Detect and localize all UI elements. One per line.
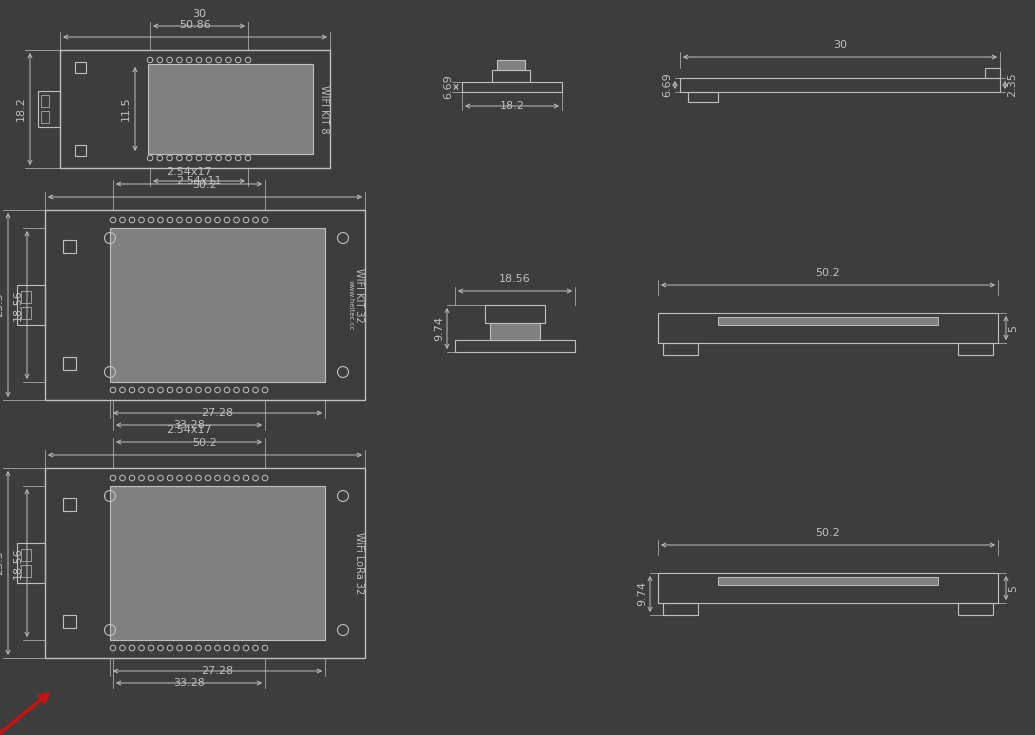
Bar (148, 64, 313, 154)
Bar (63, 357, 76, 370)
Bar (110, 228, 325, 382)
Bar (958, 603, 993, 615)
Text: 50.2: 50.2 (816, 268, 840, 278)
Bar (41, 111, 49, 123)
Bar (497, 60, 525, 70)
Bar (60, 50, 330, 168)
Bar (17, 543, 45, 583)
Text: 5: 5 (1008, 584, 1018, 592)
Bar (17, 285, 45, 325)
Text: 18.56: 18.56 (13, 547, 23, 579)
Bar (985, 68, 1000, 78)
Bar (75, 145, 86, 156)
Bar (718, 317, 938, 325)
Text: 2.54x11: 2.54x11 (176, 176, 221, 186)
Bar (485, 305, 545, 323)
Text: 33.28: 33.28 (173, 420, 205, 430)
Text: 18.56: 18.56 (13, 289, 23, 321)
Text: WIFI KIT 32: WIFI KIT 32 (354, 268, 364, 323)
Text: www.heltec.cc: www.heltec.cc (348, 280, 354, 330)
Text: 5: 5 (1008, 324, 1018, 331)
Text: 30: 30 (193, 9, 206, 19)
Bar (41, 95, 49, 107)
Text: 50.2: 50.2 (816, 528, 840, 538)
Text: 18.56: 18.56 (499, 274, 531, 284)
Text: 18.2: 18.2 (16, 96, 26, 121)
Text: 25.5: 25.5 (0, 293, 4, 318)
Text: 25.5: 25.5 (0, 551, 4, 576)
Bar (63, 615, 76, 628)
Bar (658, 573, 998, 603)
Bar (958, 343, 993, 355)
Text: 2.54x17: 2.54x17 (167, 167, 212, 177)
Bar (21, 565, 31, 577)
Text: 50.2: 50.2 (193, 180, 217, 190)
Bar (462, 82, 562, 92)
Bar (455, 340, 575, 352)
Bar (21, 291, 31, 303)
Bar (680, 78, 1000, 92)
Text: 18.2: 18.2 (500, 101, 525, 111)
Text: 9.74: 9.74 (434, 316, 444, 341)
Bar (663, 343, 698, 355)
Text: 33.28: 33.28 (173, 678, 205, 688)
Bar (21, 549, 31, 561)
Text: 27.28: 27.28 (202, 666, 234, 676)
Bar (75, 62, 86, 73)
Text: 6.69: 6.69 (443, 75, 453, 99)
Text: 9.74: 9.74 (637, 581, 647, 606)
Text: 30: 30 (833, 40, 847, 50)
Text: 6.69: 6.69 (662, 73, 672, 97)
Bar (718, 577, 938, 585)
Text: 11.5: 11.5 (121, 97, 131, 121)
Text: WIFI KIT 8: WIFI KIT 8 (319, 85, 329, 133)
Bar (492, 70, 530, 82)
Bar (21, 307, 31, 319)
Text: WiFi LoRa 32: WiFi LoRa 32 (354, 532, 364, 594)
Bar (38, 91, 60, 127)
Bar (45, 210, 365, 400)
Text: 50.86: 50.86 (179, 20, 211, 30)
Text: 50.2: 50.2 (193, 438, 217, 448)
Text: 2.54x17: 2.54x17 (167, 425, 212, 435)
Bar (663, 603, 698, 615)
Bar (658, 313, 998, 343)
Bar (63, 240, 76, 253)
Bar (490, 323, 540, 340)
Text: 2.35: 2.35 (1007, 73, 1017, 97)
Text: 27.28: 27.28 (202, 408, 234, 418)
Bar (63, 498, 76, 511)
Bar (110, 486, 325, 640)
Bar (45, 468, 365, 658)
Bar (688, 92, 718, 102)
